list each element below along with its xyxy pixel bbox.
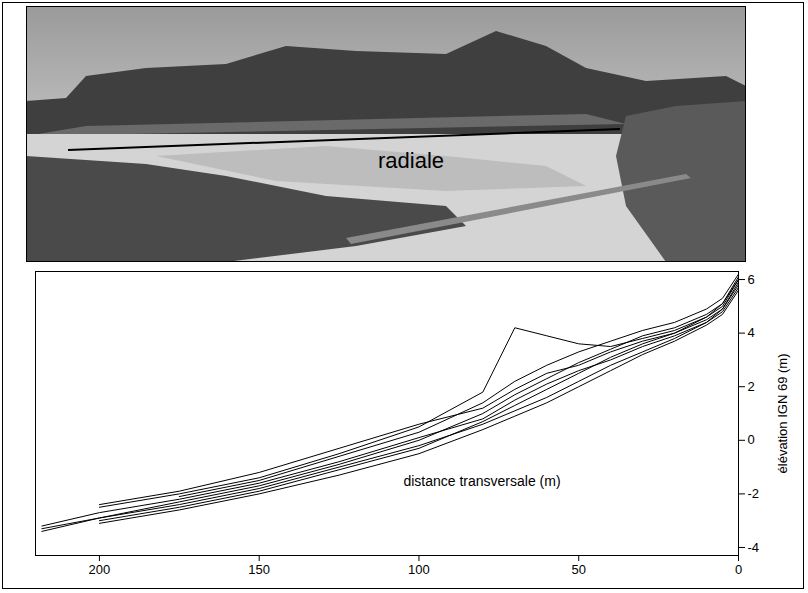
svg-text:radiale: radiale: [378, 148, 444, 173]
svg-text:-2: -2: [748, 486, 760, 501]
svg-text:0: 0: [735, 562, 742, 577]
svg-text:4: 4: [748, 325, 755, 340]
svg-text:200: 200: [89, 562, 111, 577]
svg-text:-4: -4: [748, 540, 760, 555]
svg-text:élévation IGN 69 (m): élévation IGN 69 (m): [775, 354, 790, 474]
svg-text:100: 100: [408, 562, 430, 577]
svg-text:150: 150: [248, 562, 270, 577]
svg-text:50: 50: [571, 562, 585, 577]
svg-text:0: 0: [748, 432, 755, 447]
svg-text:2: 2: [748, 379, 755, 394]
svg-text:distance transversale (m): distance transversale (m): [403, 473, 560, 489]
svg-text:6: 6: [748, 272, 755, 287]
